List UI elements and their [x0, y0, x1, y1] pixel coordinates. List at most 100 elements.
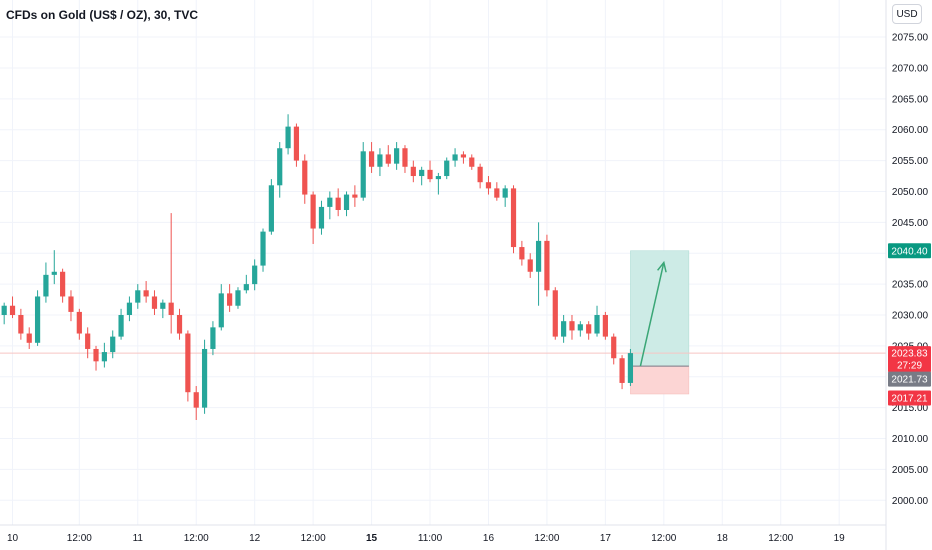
- candle: [26, 327, 32, 349]
- candle-body: [101, 352, 107, 362]
- candle: [586, 321, 592, 340]
- candle: [51, 250, 57, 285]
- candle: [535, 222, 542, 306]
- candle: [469, 154, 475, 170]
- candle-body: [552, 290, 558, 337]
- candle-body: [110, 336, 116, 353]
- candle: [494, 182, 500, 201]
- stop-price-label: 2017.21: [888, 390, 931, 406]
- current-price-label-bg: [888, 346, 931, 373]
- candle-body: [1, 305, 7, 315]
- candle: [60, 268, 66, 303]
- candle: [377, 148, 383, 177]
- y-tick-label: 2015.00: [892, 403, 929, 414]
- candle-body: [243, 284, 249, 291]
- y-tick-label: 2070.00: [892, 63, 929, 74]
- candle: [360, 142, 366, 201]
- candle-body: [586, 324, 592, 334]
- candle-body: [594, 315, 600, 334]
- candle-body: [410, 166, 416, 177]
- candle-body: [118, 315, 124, 337]
- candle: [68, 290, 74, 322]
- candle-body: [502, 188, 508, 198]
- candle: [285, 114, 291, 155]
- candle: [485, 176, 492, 195]
- candle: [510, 185, 517, 254]
- candle: [435, 172, 441, 195]
- candle: [193, 386, 199, 420]
- candle: [452, 148, 458, 167]
- candle-body: [469, 157, 475, 167]
- y-tick-label: 2065.00: [892, 94, 929, 105]
- x-tick-label: 12:00: [67, 533, 92, 544]
- candle-body: [260, 231, 266, 266]
- x-tick-label: 12:00: [301, 533, 326, 544]
- candle-body: [285, 126, 291, 149]
- candle: [594, 305, 600, 337]
- target-price-label: 2040.40: [888, 243, 931, 259]
- candle-body: [394, 148, 400, 164]
- candle-body: [193, 392, 199, 408]
- candle-body: [235, 290, 241, 306]
- candle: [544, 234, 550, 297]
- candle: [394, 142, 400, 170]
- candle: [352, 185, 358, 207]
- trend-arrow[interactable]: [639, 262, 665, 367]
- y-tick-label: 2055.00: [892, 156, 929, 167]
- candle-body: [293, 126, 300, 161]
- candle: [619, 355, 625, 390]
- candle: [419, 166, 425, 186]
- candle: [151, 290, 158, 315]
- x-tick-label: 12:00: [534, 533, 559, 544]
- price-axis[interactable]: 2000.002005.002010.002015.002020.002025.…: [885, 0, 929, 550]
- candle: [569, 315, 575, 340]
- entry-price-label: 2021.73: [888, 371, 931, 387]
- candle: [34, 290, 41, 346]
- candle-body: [26, 333, 32, 343]
- x-tick-label: 15: [366, 533, 378, 544]
- y-tick-label: 2060.00: [892, 125, 929, 136]
- candle-body: [510, 188, 517, 248]
- candle: [185, 330, 191, 402]
- candle-body: [227, 293, 233, 306]
- time-axis[interactable]: 10 12:00 11 12:00 12 12:00 15 11:00 16 12:00 17 12:…: [0, 524, 886, 544]
- current-price-text: 2023.83: [891, 349, 928, 360]
- candle: [85, 327, 91, 359]
- x-tick-label: 12: [249, 533, 261, 544]
- candle: [552, 287, 558, 340]
- candle-body: [318, 206, 325, 229]
- candle-body: [218, 293, 224, 328]
- candle-body: [268, 185, 274, 232]
- profit-zone[interactable]: [630, 250, 690, 367]
- loss-zone[interactable]: [630, 365, 690, 395]
- candle-body: [519, 247, 525, 260]
- candle-body: [402, 148, 408, 167]
- long-position-tool[interactable]: [0, 250, 886, 395]
- candle: [168, 213, 174, 334]
- candle: [519, 240, 525, 266]
- candle-body: [34, 296, 41, 343]
- candle-body: [176, 315, 183, 334]
- candle: [561, 315, 567, 343]
- candle: [143, 281, 149, 303]
- candle-body: [535, 240, 542, 272]
- currency-button[interactable]: USD: [892, 4, 922, 24]
- candle: [368, 142, 375, 173]
- x-tick-label: 18: [717, 533, 729, 544]
- candle: [527, 253, 533, 278]
- chart-title: CFDs on Gold (US$ / OZ), 30, TVC: [6, 8, 199, 22]
- candle-body: [68, 296, 74, 312]
- candle: [235, 287, 241, 309]
- y-tick-label: 2000.00: [892, 496, 929, 507]
- candle-body: [360, 151, 366, 198]
- x-tick-label: 12:00: [768, 533, 793, 544]
- candle: [9, 296, 16, 319]
- candle-body: [168, 302, 174, 315]
- candle: [227, 284, 233, 312]
- candle-body: [201, 348, 208, 408]
- candle-body: [485, 182, 492, 189]
- x-tick-label: 19: [834, 533, 846, 544]
